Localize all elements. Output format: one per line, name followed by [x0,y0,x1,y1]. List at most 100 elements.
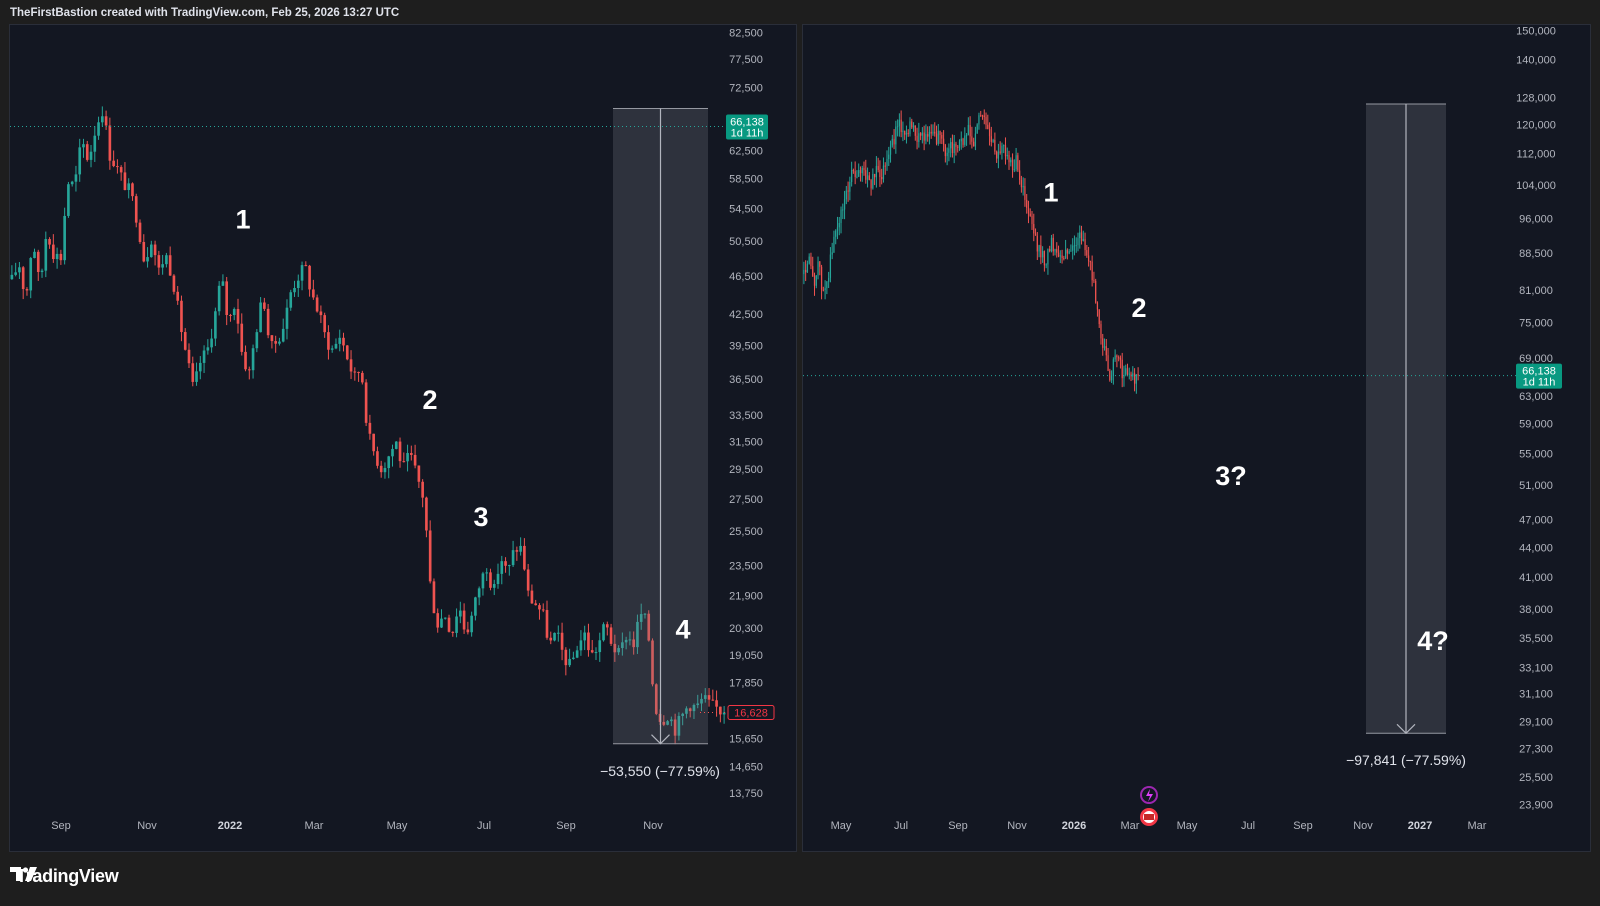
x-tick-label: 2022 [218,820,242,832]
candle-body [496,573,500,585]
candle-body [428,530,432,582]
candle-body [1013,169,1015,171]
candle-body [195,371,198,382]
candle-body [338,337,342,344]
last-price-tag-bg [727,705,775,721]
candle-body [432,581,436,614]
candle-body [25,289,29,291]
candle-body [1080,232,1083,241]
candle-body [556,632,560,634]
candle-body [889,145,892,155]
candle-body [632,639,635,648]
candle-body [1098,309,1100,325]
y-tick-label: 150,000 [1516,26,1556,38]
candle-body [451,631,455,633]
candle-body [511,550,515,566]
candle-body [78,147,82,175]
y-tick-label: 47,000 [1519,515,1553,527]
candle-body [149,244,153,258]
candle-body [406,453,409,462]
candle-body [376,451,379,466]
y-tick-label: 96,000 [1519,214,1553,226]
candle-body [994,139,996,152]
footer-brand: TradingView [16,866,119,886]
y-tick-label: 112,000 [1517,149,1556,161]
candle-body [868,175,870,181]
candle-body [379,465,383,473]
y-tick-label: 81,000 [1519,285,1553,297]
candle-body [849,181,851,192]
y-tick-label: 77,500 [729,54,763,66]
candle-body [870,180,872,189]
candle-body [651,640,654,685]
event-icons[interactable] [1140,786,1158,826]
candle-body [1015,155,1017,170]
candle-body [278,341,281,344]
chart-svg-left[interactable]: −53,550 (−77.59%) 1 2 3 4 13,750 14,650 15,650 1… [10,25,796,851]
candle-body [549,637,553,641]
chart-svg-right[interactable]: −97,841 (−77.59%) 1 2 3? 4? 23,900 25,500 27,30… [803,25,1590,851]
candle-body [214,311,217,339]
y-tick-label: 21,900 [729,591,763,603]
price-tag-bg [726,114,768,140]
candle-body [85,144,89,160]
candle-body [973,141,975,147]
candle-body [1068,251,1070,254]
candle-body [863,167,865,171]
candle-body [981,115,984,117]
candle-body [843,199,846,210]
candle-body [1086,250,1088,256]
candle-body [810,256,812,267]
candle-body [1050,237,1053,252]
chart-panel-left[interactable]: −53,550 (−77.59%) 1 2 3 4 13,750 14,650 15,650 1… [9,24,797,852]
candle-body [180,300,183,333]
wave-label-4: 4? [1417,626,1449,656]
candle-body [330,348,334,350]
candle-body [1052,237,1054,252]
candle-body [856,176,858,178]
measure-arrow-head-icon [1396,723,1416,735]
candle-body [722,712,726,715]
candle-body [1020,179,1023,188]
candle-body [492,584,496,588]
y-tick-label: 75,000 [1519,318,1553,330]
candle-body [992,139,994,142]
candle-body [688,708,692,712]
candle-body [270,335,274,342]
candle-body [1031,215,1033,225]
x-tick-label: Jul [477,820,491,832]
y-tick-label: 59,000 [1519,419,1553,431]
candle-body [523,545,526,570]
candle-body [900,119,902,132]
candle-body [654,684,658,714]
y-tick-label: 33,100 [1519,662,1553,674]
candle-body [579,640,583,651]
candle-body [342,337,345,346]
chart-panel-right[interactable]: −97,841 (−77.59%) 1 2 3? 4? 23,900 25,500 27,30… [802,24,1591,852]
candle-body [909,121,911,134]
candle-body [866,175,869,180]
candle-body [696,703,700,705]
candle-body [312,289,315,298]
candle-body [440,618,443,628]
candle-body [183,332,187,350]
y-tick-label: 39,500 [729,340,763,352]
x-tick-label: 2026 [1062,820,1086,832]
candle-body [1130,373,1132,377]
y-tick-label: 58,500 [729,174,763,186]
candle-body [976,124,978,134]
candle-body [833,236,835,253]
candle-body [70,181,74,185]
candle-body [980,115,982,117]
candle-body [941,134,943,139]
y-tick-label: 36,500 [729,374,763,386]
candle-body [1011,159,1014,170]
candle-body [206,347,210,351]
candle-body [1017,155,1019,171]
candle-body [247,369,251,371]
candle-body [958,141,961,148]
candle-body [1003,145,1005,147]
candle-body [1079,232,1081,239]
candle-body [813,275,816,286]
